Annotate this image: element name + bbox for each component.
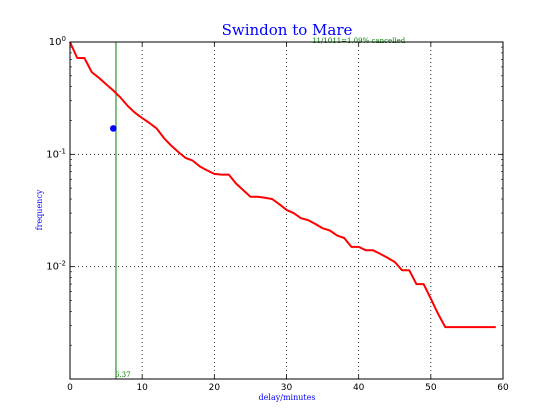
- reference-vline-label: 6.37: [115, 371, 131, 379]
- tick-labels: 0 10 20 30 40 50 60 100 10-1 10-2: [46, 35, 509, 393]
- plot-data: 6.37 11/1011=1.09% cancelled: [69, 37, 496, 379]
- x-tick-label: 10: [136, 383, 148, 393]
- y-tick-label: 10-2: [46, 260, 66, 273]
- x-tick-label: 0: [67, 383, 73, 393]
- frequency-series-line: [69, 41, 496, 329]
- y-tick-label: 10-1: [46, 147, 66, 160]
- chart-title: Swindon to Mare: [222, 21, 353, 39]
- x-tick-label: 60: [497, 383, 509, 393]
- x-tick-label: 30: [281, 383, 293, 393]
- x-tick-label: 50: [425, 383, 437, 393]
- marker-point: [110, 125, 117, 132]
- y-tick-label: 100: [49, 35, 66, 48]
- x-tick-label: 20: [209, 383, 221, 393]
- cancelled-annotation: 11/1011=1.09% cancelled: [312, 37, 406, 45]
- plot-frame: [69, 41, 504, 380]
- x-axis-label: delay/minutes: [259, 393, 316, 402]
- x-tick-label: 40: [353, 383, 365, 393]
- y-axis-label: frequency: [35, 189, 44, 230]
